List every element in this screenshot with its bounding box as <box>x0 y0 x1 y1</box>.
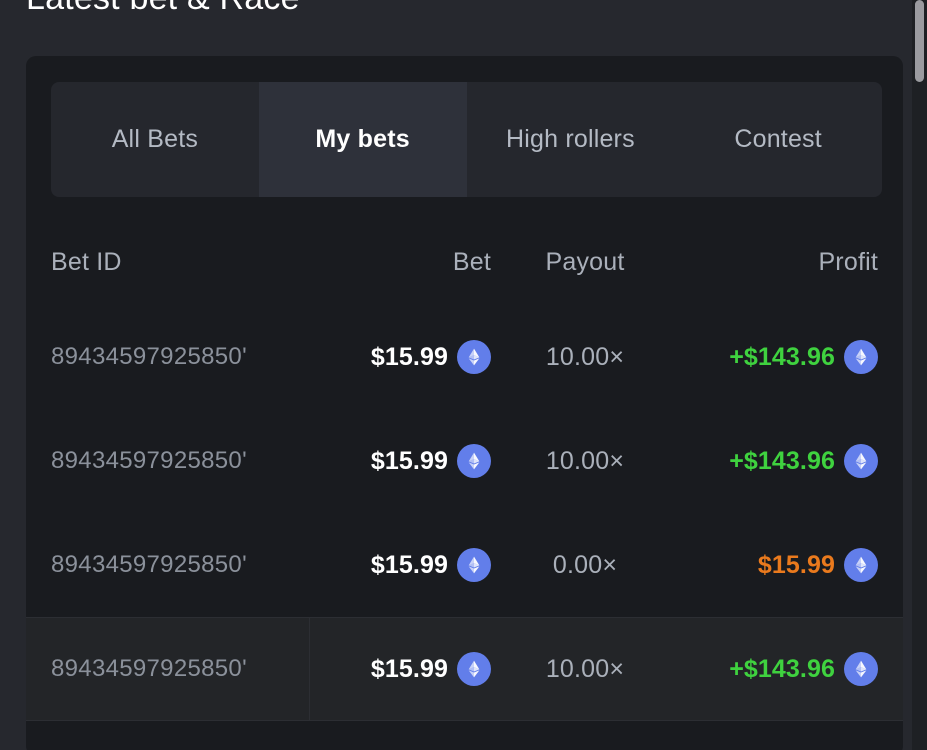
page-title: Latest bet & Race <box>26 0 300 18</box>
table-row[interactable]: 89434597925850' $15.99 10.00× <box>26 305 903 409</box>
tab-my-bets[interactable]: My bets <box>258 82 467 197</box>
cell-bet-id: 89434597925850' <box>51 551 309 579</box>
payout-value: 0.00× <box>552 550 618 579</box>
tab-all-bets[interactable]: All Bets <box>51 82 259 197</box>
table-row[interactable]: 89434597925850' $15.99 10.00× <box>26 617 903 721</box>
cell-bet-id: 89434597925850' <box>51 617 310 721</box>
ethereum-icon <box>457 548 491 582</box>
column-header-bet-id-label: Bet ID <box>51 247 122 276</box>
cell-bet-id: 89434597925850' <box>51 343 309 371</box>
table-row[interactable]: 89434597925850' $15.99 0.00× <box>26 513 903 617</box>
table-header-row: Bet ID Bet Payout Profit <box>26 219 903 305</box>
ethereum-icon <box>457 340 491 374</box>
table-row[interactable]: 89434597925850' $15.99 10.00× <box>26 409 903 513</box>
bet-id-value: 89434597925850' <box>51 343 247 370</box>
cell-profit: +$143.96 <box>679 652 878 686</box>
profit-value: $15.99 <box>757 550 835 579</box>
profit-value: +$143.96 <box>729 446 835 475</box>
column-header-bet-id: Bet ID <box>51 248 309 277</box>
bets-table: Bet ID Bet Payout Profit 89434597925850'… <box>26 219 903 721</box>
payout-value: 10.00× <box>545 446 625 475</box>
column-header-profit-label: Profit <box>818 247 878 276</box>
column-header-payout: Payout <box>491 248 679 277</box>
ethereum-icon <box>844 444 878 478</box>
cell-bet: $15.99 <box>309 652 491 686</box>
page-scrollbar-track[interactable] <box>912 0 927 750</box>
ethereum-icon <box>844 548 878 582</box>
ethereum-icon <box>844 652 878 686</box>
ethereum-icon <box>457 652 491 686</box>
cell-payout: 10.00× <box>491 655 679 684</box>
bet-amount-value: $15.99 <box>370 342 448 371</box>
cell-payout: 10.00× <box>491 343 679 372</box>
bet-id-value: 89434597925850' <box>51 655 247 682</box>
payout-value: 10.00× <box>545 654 625 683</box>
tab-all-bets-label: All Bets <box>111 125 199 153</box>
cell-bet: $15.99 <box>309 340 491 374</box>
cell-bet: $15.99 <box>309 548 491 582</box>
tab-bar: All Bets My bets High rollers Contest <box>51 82 882 197</box>
bet-id-value: 89434597925850' <box>51 551 247 578</box>
cell-profit: +$143.96 <box>679 444 878 478</box>
tab-contest[interactable]: Contest <box>674 82 882 197</box>
bet-amount-value: $15.99 <box>370 654 448 683</box>
latest-bet-race-card: All Bets My bets High rollers Contest Be… <box>26 56 903 750</box>
cell-payout: 0.00× <box>491 551 679 580</box>
profit-value: +$143.96 <box>729 342 835 371</box>
tab-contest-label: Contest <box>734 125 822 153</box>
cell-bet-id: 89434597925850' <box>51 447 309 475</box>
bet-id-value: 89434597925850' <box>51 447 247 474</box>
ethereum-icon <box>457 444 491 478</box>
cell-bet: $15.99 <box>309 444 491 478</box>
cell-profit: +$143.96 <box>679 340 878 374</box>
cell-payout: 10.00× <box>491 447 679 476</box>
column-header-payout-label: Payout <box>545 247 625 276</box>
bet-amount-value: $15.99 <box>370 446 448 475</box>
column-header-bet: Bet <box>309 248 491 277</box>
ethereum-icon <box>844 340 878 374</box>
column-header-profit: Profit <box>679 248 878 277</box>
cell-profit: $15.99 <box>679 548 878 582</box>
bet-amount-value: $15.99 <box>370 550 448 579</box>
payout-value: 10.00× <box>545 342 625 371</box>
tab-my-bets-label: My bets <box>315 125 410 153</box>
column-header-bet-label: Bet <box>452 247 491 276</box>
tab-high-rollers-label: High rollers <box>505 125 635 153</box>
page-scrollbar-thumb[interactable] <box>915 0 924 82</box>
profit-value: +$143.96 <box>729 654 835 683</box>
tab-high-rollers[interactable]: High rollers <box>467 82 675 197</box>
